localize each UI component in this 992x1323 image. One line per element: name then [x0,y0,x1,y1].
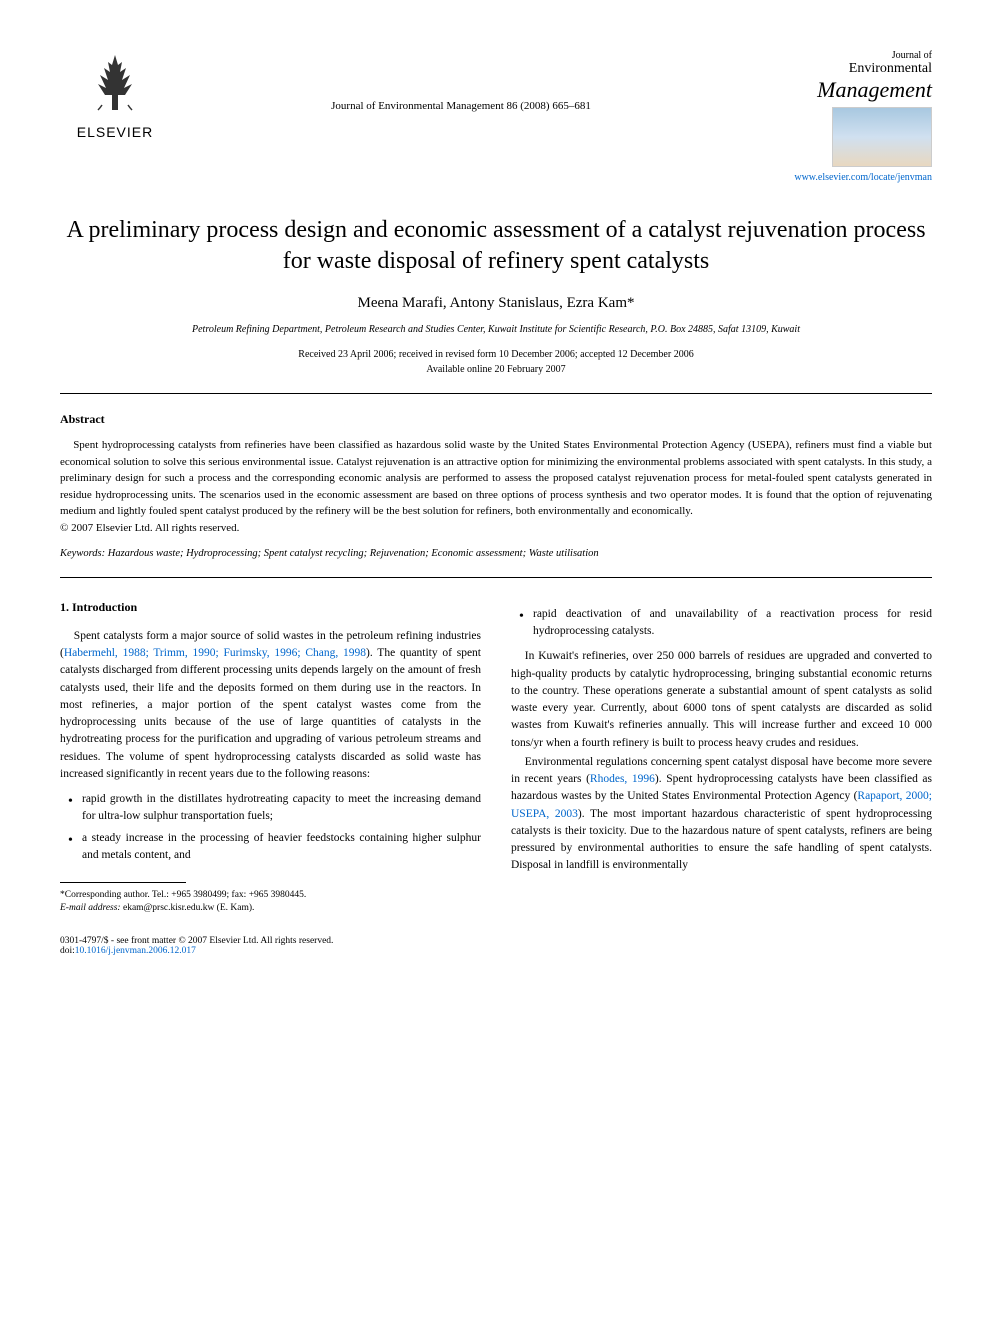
authors: Meena Marafi, Antony Stanislaus, Ezra Ka… [60,295,932,312]
front-matter: 0301-4797/$ - see front matter © 2007 El… [60,936,333,946]
reasons-list-left: rapid growth in the distillates hydrotre… [68,791,481,864]
citation-link[interactable]: Habermehl, 1988; Trimm, 1990; Furimsky, … [64,647,366,659]
reasons-list-right: rapid deactivation of and unavailability… [519,606,932,641]
journal-reference: Journal of Environmental Management 86 (… [170,50,752,112]
intro-para-1: Spent catalysts form a major source of s… [60,628,481,783]
footnote-separator [60,882,186,883]
email-label: E-mail address: [60,903,121,913]
received-dates: Received 23 April 2006; received in revi… [60,349,932,360]
publisher-name: ELSEVIER [77,124,153,140]
intro-para-2: In Kuwait's refineries, over 250 000 bar… [511,648,932,752]
journal-cover-line1: Journal of [752,50,932,61]
keywords-label: Keywords: [60,548,105,559]
abstract-copyright: © 2007 Elsevier Ltd. All rights reserved… [60,522,932,534]
divider [60,393,932,394]
doi-line: doi:10.1016/j.jenvman.2006.12.017 [60,946,333,956]
journal-cover-line2: Environmental [752,61,932,77]
affiliation: Petroleum Refining Department, Petroleum… [60,324,932,335]
list-item: rapid growth in the distillates hydrotre… [68,791,481,826]
divider [60,577,932,578]
article-title: A preliminary process design and economi… [60,215,932,277]
journal-cover-image [832,107,932,167]
left-column: 1. Introduction Spent catalysts form a m… [60,598,481,916]
publisher-logo: ELSEVIER [60,50,170,140]
list-item: a steady increase in the processing of h… [68,830,481,865]
doi-link[interactable]: 10.1016/j.jenvman.2006.12.017 [75,946,196,956]
journal-url-link[interactable]: www.elsevier.com/locate/jenvman [794,172,932,183]
list-item: rapid deactivation of and unavailability… [519,606,932,641]
page-header: ELSEVIER Journal of Environmental Manage… [60,50,932,185]
footer-left: 0301-4797/$ - see front matter © 2007 El… [60,936,333,956]
journal-cover-line3: Management [752,77,932,103]
email-footnote: E-mail address: ekam@prsc.kisr.edu.kw (E… [60,902,481,915]
right-column: rapid deactivation of and unavailability… [511,598,932,916]
keywords-text: Hazardous waste; Hydroprocessing; Spent … [105,548,599,559]
keywords: Keywords: Hazardous waste; Hydroprocessi… [60,548,932,559]
journal-cover: Journal of Environmental Management www.… [752,50,932,185]
email-address: ekam@prsc.kisr.edu.kw (E. Kam). [121,903,255,913]
intro-para-3: Environmental regulations concerning spe… [511,754,932,875]
corresponding-author-footnote: *Corresponding author. Tel.: +965 398049… [60,889,481,902]
available-date: Available online 20 February 2007 [60,364,932,375]
abstract-heading: Abstract [60,412,932,427]
citation-link[interactable]: Rhodes, 1996 [590,773,655,785]
body-columns: 1. Introduction Spent catalysts form a m… [60,598,932,916]
intro-heading: 1. Introduction [60,598,481,616]
page-footer: 0301-4797/$ - see front matter © 2007 El… [60,936,932,956]
elsevier-tree-icon [80,50,150,120]
abstract-text: Spent hydroprocessing catalysts from ref… [60,437,932,520]
